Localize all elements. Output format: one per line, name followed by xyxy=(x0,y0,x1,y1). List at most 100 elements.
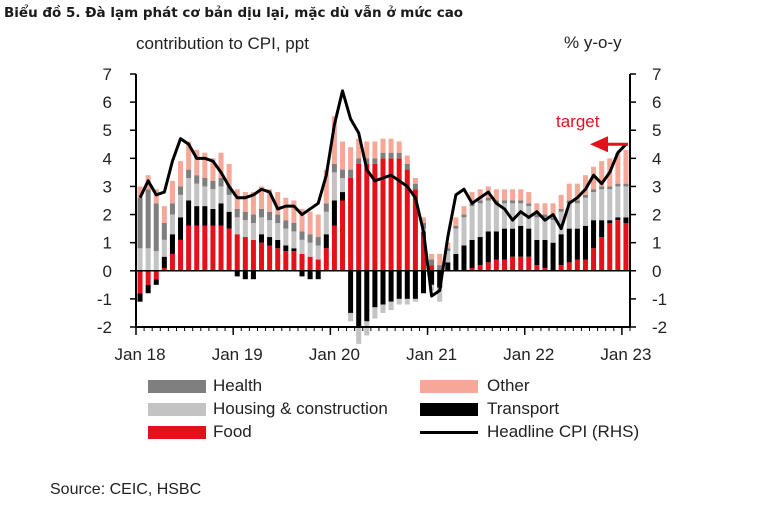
bar-other-6 xyxy=(186,141,192,170)
bar-transport-52 xyxy=(558,234,564,266)
bar-food-46 xyxy=(510,256,516,271)
bar-transport-5 xyxy=(178,217,184,240)
bar-other-13 xyxy=(242,192,248,212)
bar-transport-46 xyxy=(510,228,516,257)
legend-label-housing-construction: Housing & construction xyxy=(213,399,388,418)
bar-transport-57 xyxy=(599,220,605,238)
x-tick-label: Jan 21 xyxy=(406,345,457,364)
bar-housing-construction-51 xyxy=(550,220,556,243)
bar-housing-construction-52 xyxy=(558,211,564,235)
source-note: Source: CEIC, HSBC xyxy=(50,481,202,498)
bar-other-35 xyxy=(420,217,426,223)
bar-transport-32 xyxy=(396,270,402,299)
bar-transport-30 xyxy=(380,270,386,305)
bar-health-7 xyxy=(194,175,200,184)
legend-swatch-health xyxy=(148,380,206,393)
bar-food-2 xyxy=(153,270,159,280)
bar-food-32 xyxy=(396,158,402,271)
bar-food-25 xyxy=(340,200,346,271)
right-tick-label: 3 xyxy=(652,177,661,196)
bar-housing-construction-28 xyxy=(364,321,370,336)
bar-health-33 xyxy=(404,163,410,170)
bar-health-11 xyxy=(226,186,232,195)
bar-other-25 xyxy=(340,141,346,170)
bar-food-5 xyxy=(178,239,184,271)
bar-other-4 xyxy=(169,180,175,204)
bar-other-52 xyxy=(558,194,564,209)
bar-housing-construction-42 xyxy=(477,203,483,238)
bar-food-59 xyxy=(615,220,621,271)
bar-transport-24 xyxy=(331,200,337,226)
bar-transport-60 xyxy=(623,217,629,223)
bar-transport-6 xyxy=(186,200,192,226)
bar-health-3 xyxy=(161,222,167,240)
legend-label-transport: Transport xyxy=(487,399,560,418)
bar-transport-11 xyxy=(226,211,232,229)
target-arrow-head xyxy=(590,136,608,153)
bar-other-5 xyxy=(178,161,184,187)
bar-housing-construction-16 xyxy=(267,220,273,238)
bar-housing-construction-45 xyxy=(501,203,507,229)
bar-transport-38 xyxy=(445,262,451,271)
bar-food-30 xyxy=(380,158,386,271)
bar-housing-construction-59 xyxy=(615,186,621,218)
bar-transport-49 xyxy=(534,239,540,266)
legend-swatch-transport xyxy=(420,403,478,416)
bar-other-53 xyxy=(566,183,572,201)
target-label: target xyxy=(556,112,600,131)
bar-transport-47 xyxy=(518,225,524,257)
bar-food-28 xyxy=(364,163,370,271)
bar-transport-12 xyxy=(234,270,240,277)
bar-health-0 xyxy=(137,197,143,249)
left-tick-label: 2 xyxy=(103,206,112,225)
bar-transport-7 xyxy=(194,206,200,226)
right-tick-label: 2 xyxy=(652,206,661,225)
bar-food-36 xyxy=(429,265,435,271)
bar-transport-17 xyxy=(275,239,281,249)
bar-health-32 xyxy=(396,152,402,159)
bar-food-54 xyxy=(574,259,580,271)
bar-other-23 xyxy=(323,169,329,204)
bar-health-30 xyxy=(380,152,386,159)
bar-transport-3 xyxy=(161,256,167,268)
bar-health-13 xyxy=(242,211,248,221)
bar-housing-construction-43 xyxy=(485,200,491,232)
bar-health-9 xyxy=(210,180,216,190)
bar-health-29 xyxy=(372,158,378,164)
bar-food-57 xyxy=(599,237,605,271)
bar-housing-construction-55 xyxy=(582,197,588,226)
bar-other-15 xyxy=(259,186,265,209)
bar-housing-construction-58 xyxy=(607,189,613,221)
bar-food-45 xyxy=(501,259,507,271)
bar-food-42 xyxy=(477,265,483,271)
bar-housing-construction-47 xyxy=(518,203,524,226)
bar-food-23 xyxy=(323,248,329,271)
bar-housing-construction-23 xyxy=(323,211,329,235)
legend-swatch-other xyxy=(420,380,478,393)
x-tick-label: Jan 23 xyxy=(600,345,651,364)
bar-housing-construction-32 xyxy=(396,298,402,305)
bar-food-56 xyxy=(591,248,597,271)
bar-transport-31 xyxy=(388,270,394,302)
bar-housing-construction-15 xyxy=(259,217,265,235)
bar-other-14 xyxy=(250,192,256,215)
bar-housing-construction-9 xyxy=(210,189,216,209)
bar-housing-construction-6 xyxy=(186,178,192,201)
bar-food-0 xyxy=(137,270,143,294)
bar-housing-construction-5 xyxy=(178,194,184,218)
bar-other-50 xyxy=(542,203,548,215)
bar-health-23 xyxy=(323,203,329,212)
right-tick-label: 5 xyxy=(652,121,661,140)
bar-housing-construction-31 xyxy=(388,301,394,311)
bar-other-54 xyxy=(574,183,580,201)
bar-food-7 xyxy=(194,225,200,271)
bar-other-34 xyxy=(412,178,418,184)
bar-other-33 xyxy=(404,155,410,164)
bar-transport-0 xyxy=(137,293,143,302)
bar-other-30 xyxy=(380,138,386,153)
bar-health-45 xyxy=(501,200,507,204)
left-tick-label: 1 xyxy=(103,234,112,253)
bar-health-52 xyxy=(558,208,564,212)
bar-health-60 xyxy=(623,183,629,187)
